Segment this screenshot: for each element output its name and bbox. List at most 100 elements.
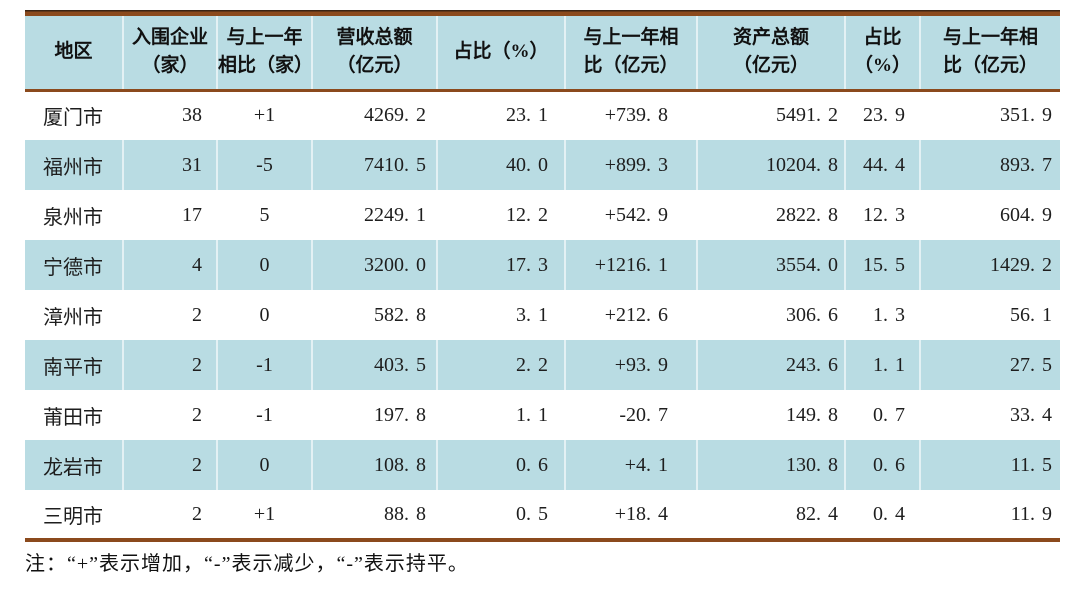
value-cell-assets-total: 149. 8 — [697, 390, 846, 440]
value-cell-assets-total: 130. 8 — [697, 440, 846, 490]
value-cell-yoy-revenue: +18. 4 — [565, 490, 698, 540]
value-cell-assets-share: 0. 7 — [845, 390, 921, 440]
value-cell-yoy-revenue: +212. 6 — [565, 290, 698, 340]
value-cell-yoy-revenue: +899. 3 — [565, 140, 698, 190]
value-cell-enterprises: 4 — [123, 240, 218, 290]
value-cell-yoy-assets: 11. 9 — [1010, 502, 1052, 525]
value-cell-revenue-total: 582. 8 — [312, 290, 438, 340]
region-statistics-table-wrap: 地区 入围企业 （家） 与上一年 相比（家） 营收总额 （亿元） 占比（%） 与上一年相 比（亿元… — [25, 10, 1060, 576]
table-top-rule — [25, 10, 1060, 16]
value-cell-revenue-total: 4269. 2 — [312, 90, 438, 140]
value-cell-revenue-share: 23. 1 — [437, 90, 566, 140]
value-cell-yoy-revenue: +1216. 1 — [565, 240, 698, 290]
column-header-assets-share: 占比 （%） — [845, 16, 921, 92]
value-cell-yoy-revenue: +4. 1 — [565, 440, 698, 490]
table-row: 泉州市 17 5 2249. 1 12. 2 +542. 9 2822. 8 12. 3 604. 9 — [25, 190, 1060, 240]
region-cell: 龙岩市 — [25, 440, 124, 490]
value-cell-assets-share: 1. 1 — [845, 340, 921, 390]
value-cell-yoy-revenue: +739. 8 — [565, 90, 698, 140]
table-body: 厦门市 38 +1 4269. 2 23. 1 +739. 8 5491. 2 23. 9 351. 9 福州… — [25, 90, 1060, 540]
header-row: 地区 入围企业 （家） 与上一年 相比（家） 营收总额 （亿元） 占比（%） 与上一年相 比（亿元… — [25, 16, 1060, 92]
column-header-revenue-total: 营收总额 （亿元） — [312, 16, 438, 92]
region-statistics-table: 地区 入围企业 （家） 与上一年 相比（家） 营收总额 （亿元） 占比（%） 与上一年相 比（亿元… — [25, 16, 1060, 542]
value-cell-revenue-share: 0. 6 — [437, 440, 566, 490]
value-cell-enterprises: 2 — [123, 440, 218, 490]
table-header: 地区 入围企业 （家） 与上一年 相比（家） 营收总额 （亿元） 占比（%） 与上一年相 比（亿元… — [25, 16, 1060, 92]
value-cell-yoy-assets: 33. 4 — [1010, 403, 1052, 426]
value-cell-assets-total: 10204. 8 — [697, 140, 846, 190]
footnote: 注：“+”表示增加，“-”表示减少，“-”表示持平。 — [25, 553, 469, 575]
value-cell-revenue-share: 40. 0 — [437, 140, 566, 190]
region-cell: 莆田市 — [25, 390, 124, 440]
value-cell-yoy-assets: 11. 5 — [920, 440, 1060, 490]
value-cell-yoy-assets: 1429. 2 — [920, 240, 1060, 290]
value-cell-yoy-assets: 56. 1 — [1010, 303, 1052, 326]
value-cell-yoy-enterprises: 0 — [217, 240, 313, 290]
value-cell-revenue-total: 88. 8 — [312, 490, 438, 540]
value-cell-revenue-share: 3. 1 — [437, 290, 566, 340]
table-row: 福州市 31 -5 7410. 5 40. 0 +899. 3 10204. 8 44. 4 893. 7 — [25, 140, 1060, 190]
value-cell-yoy-revenue: +542. 9 — [565, 190, 698, 240]
value-cell-assets-share: 15. 5 — [845, 240, 921, 290]
value-cell-yoy-assets: 604. 9 — [1000, 203, 1052, 226]
value-cell-assets-total: 5491. 2 — [697, 90, 846, 140]
region-cell: 福州市 — [25, 140, 124, 190]
region-cell: 三明市 — [25, 490, 124, 540]
table-row: 莆田市 2 -1 197. 8 1. 1 -20. 7 149. 8 0. 7 33. 4 — [25, 390, 1060, 440]
value-cell-yoy-enterprises: -5 — [217, 140, 313, 190]
value-cell-assets-share: 0. 4 — [845, 490, 921, 540]
value-cell-revenue-total: 2249. 1 — [312, 190, 438, 240]
value-cell-yoy-enterprises: 0 — [217, 440, 313, 490]
column-header-assets-total: 资产总额 （亿元） — [697, 16, 846, 92]
value-cell-assets-total: 2822. 8 — [697, 190, 846, 240]
column-header-region: 地区 — [25, 16, 124, 92]
value-cell-assets-share: 12. 3 — [845, 190, 921, 240]
value-cell-revenue-total: 108. 8 — [312, 440, 438, 490]
value-cell-enterprises: 31 — [123, 140, 218, 190]
value-cell-yoy-revenue: +93. 9 — [565, 340, 698, 390]
value-cell-assets-share: 23. 9 — [845, 90, 921, 140]
value-cell-yoy-assets: 27. 5 — [920, 340, 1060, 390]
value-cell-revenue-share: 2. 2 — [437, 340, 566, 390]
table-row: 南平市 2 -1 403. 5 2. 2 +93. 9 243. 6 1. 1 27. 5 — [25, 340, 1060, 390]
region-cell: 漳州市 — [25, 290, 124, 340]
value-cell-enterprises: 17 — [123, 190, 218, 240]
column-header-revenue-share: 占比（%） — [437, 16, 566, 92]
table-row: 宁德市 4 0 3200. 0 17. 3 +1216. 1 3554. 0 15. 5 1429. 2 — [25, 240, 1060, 290]
value-cell-revenue-total: 7410. 5 — [312, 140, 438, 190]
value-cell-yoy-assets: 893. 7 — [920, 140, 1060, 190]
table-row: 厦门市 38 +1 4269. 2 23. 1 +739. 8 5491. 2 23. 9 351. 9 — [25, 90, 1060, 140]
value-cell-revenue-share: 0. 5 — [437, 490, 566, 540]
value-cell-assets-share: 1. 3 — [845, 290, 921, 340]
value-cell-assets-total: 82. 4 — [697, 490, 846, 540]
column-header-yoy-enterprises: 与上一年 相比（家） — [217, 16, 313, 92]
value-cell-enterprises: 2 — [123, 390, 218, 440]
value-cell-revenue-share: 1. 1 — [437, 390, 566, 440]
table-row: 三明市 2 +1 88. 8 0. 5 +18. 4 82. 4 0. 4 11. 9 — [25, 490, 1060, 540]
region-cell: 厦门市 — [25, 90, 124, 140]
value-cell-enterprises: 38 — [123, 90, 218, 140]
value-cell-revenue-total: 197. 8 — [312, 390, 438, 440]
region-cell: 宁德市 — [25, 240, 124, 290]
value-cell-yoy-enterprises: -1 — [217, 390, 313, 440]
table-row: 龙岩市 2 0 108. 8 0. 6 +4. 1 130. 8 0. 6 11. 5 — [25, 440, 1060, 490]
value-cell-revenue-share: 17. 3 — [437, 240, 566, 290]
value-cell-assets-share: 0. 6 — [845, 440, 921, 490]
value-cell-yoy-enterprises: +1 — [217, 490, 313, 540]
value-cell-assets-total: 306. 6 — [697, 290, 846, 340]
value-cell-yoy-revenue: -20. 7 — [565, 390, 698, 440]
column-header-yoy-assets: 与上一年相 比（亿元） — [920, 16, 1060, 92]
value-cell-yoy-enterprises: 0 — [217, 290, 313, 340]
column-header-yoy-revenue: 与上一年相 比（亿元） — [565, 16, 698, 92]
region-cell: 泉州市 — [25, 190, 124, 240]
value-cell-assets-share: 44. 4 — [845, 140, 921, 190]
value-cell-assets-total: 3554. 0 — [697, 240, 846, 290]
table-row: 漳州市 2 0 582. 8 3. 1 +212. 6 306. 6 1. 3 56. 1 — [25, 290, 1060, 340]
value-cell-enterprises: 2 — [123, 490, 218, 540]
value-cell-revenue-share: 12. 2 — [437, 190, 566, 240]
column-header-enterprises: 入围企业 （家） — [123, 16, 218, 92]
value-cell-yoy-assets: 351. 9 — [1000, 104, 1052, 127]
value-cell-yoy-enterprises: -1 — [217, 340, 313, 390]
value-cell-revenue-total: 3200. 0 — [312, 240, 438, 290]
value-cell-enterprises: 2 — [123, 340, 218, 390]
